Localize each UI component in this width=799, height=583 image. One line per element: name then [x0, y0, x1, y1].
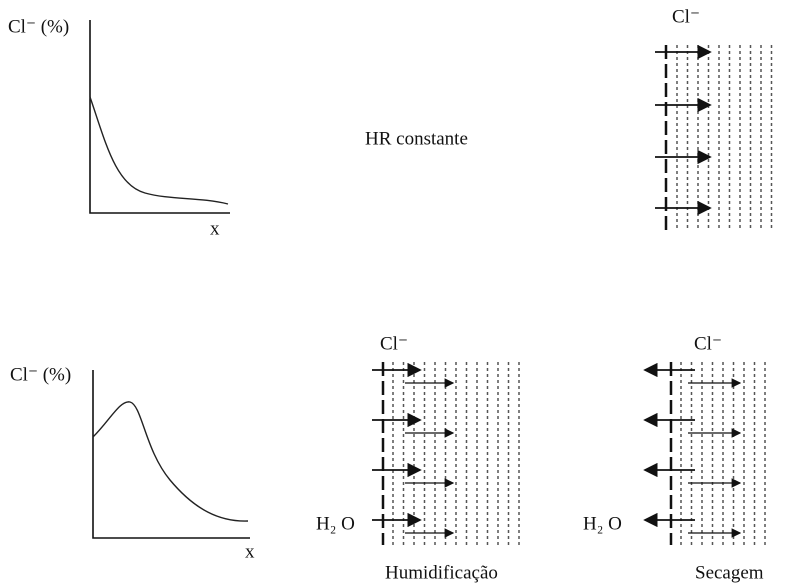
ion-label: Cl⁻	[380, 333, 408, 354]
water-label: H₂ O	[316, 513, 355, 534]
water-label: H₂ O	[583, 513, 622, 534]
profile-curve	[92, 401, 249, 522]
y-label: Cl⁻ (%)	[8, 16, 69, 37]
caption: Humidificação	[385, 562, 498, 583]
graph-axes	[89, 20, 230, 214]
ion-label: Cl⁻	[672, 6, 700, 27]
caption: Secagem	[695, 562, 764, 583]
y-label: Cl⁻ (%)	[10, 364, 71, 385]
ion-label: Cl⁻	[694, 333, 722, 354]
condition: HR constante	[365, 128, 468, 149]
profile-curve	[89, 96, 229, 205]
x-label: x	[210, 218, 220, 239]
graph-axes	[92, 370, 250, 539]
x-label: x	[245, 541, 255, 562]
